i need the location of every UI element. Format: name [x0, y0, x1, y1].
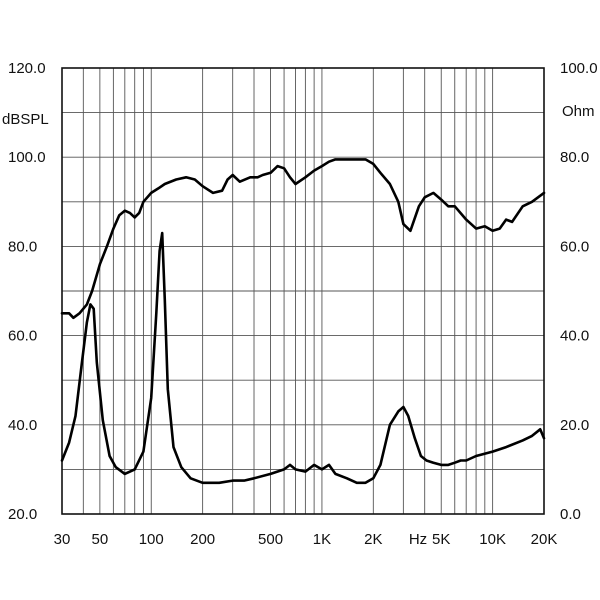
x-tick-label: 20K [531, 531, 558, 548]
y-tick-label-left: 100.0 [8, 149, 46, 166]
y-tick-label-left: 80.0 [8, 238, 37, 255]
right-axis-ticks: 100.0 80.0 60.0 40.0 20.0 0.0 [560, 60, 598, 523]
x-axis-ticks: 30 50 100 200 500 1K 2K 5K 10K 20K [54, 531, 558, 548]
x-axis-label: Hz [409, 531, 427, 548]
y-tick-label-right: 100.0 [560, 60, 598, 77]
x-tick-label: 500 [258, 531, 283, 548]
y-tick-label-left: 20.0 [8, 506, 37, 523]
x-tick-label: 100 [139, 531, 164, 548]
x-tick-label: 2K [364, 531, 382, 548]
y-tick-label-right: 20.0 [560, 417, 589, 434]
impedance-curve [60, 231, 546, 485]
y-tick-label-right: 60.0 [560, 238, 589, 255]
y-tick-label-right: 0.0 [560, 506, 581, 523]
curves [60, 158, 546, 485]
y-tick-label-right: 80.0 [560, 149, 589, 166]
x-tick-label: 5K [432, 531, 450, 548]
x-tick-label: 200 [190, 531, 215, 548]
y-axis-label-right: Ohm [562, 103, 595, 120]
x-tick-label: 30 [54, 531, 71, 548]
x-tick-label: 50 [92, 531, 109, 548]
y-tick-label-left: 40.0 [8, 417, 37, 434]
spl-curve [60, 158, 546, 320]
plot-frame [61, 67, 545, 515]
y-tick-label-left: 60.0 [8, 328, 37, 345]
y-axis-label-left: dBSPL [2, 111, 49, 128]
y-tick-label-left: 120.0 [8, 60, 46, 77]
left-axis-ticks: 120.0 100.0 80.0 60.0 40.0 20.0 [8, 60, 46, 523]
y-tick-label-right: 40.0 [560, 328, 589, 345]
grid [62, 68, 544, 514]
x-tick-label: 10K [479, 531, 506, 548]
x-tick-label: 1K [313, 531, 331, 548]
